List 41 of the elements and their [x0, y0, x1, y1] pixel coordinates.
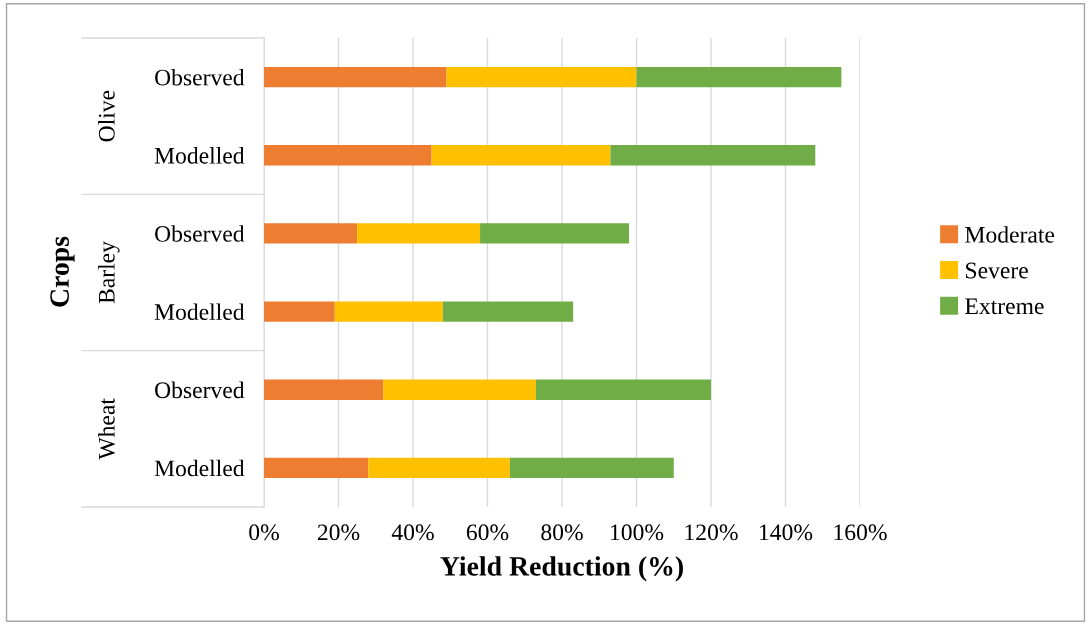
legend-label: Severe — [966, 262, 1028, 279]
y-tick-label: Modelled — [154, 459, 245, 477]
x-tick-label: 140% — [760, 524, 813, 541]
bar — [636, 66, 842, 88]
legend-label: Moderate — [965, 226, 1055, 243]
bar — [431, 145, 611, 166]
x-tick-label: 40% — [391, 524, 434, 541]
x-axis-title: Yield Reduction (%) — [440, 556, 683, 582]
x-tick-label: 120% — [685, 524, 738, 541]
bar — [357, 223, 481, 244]
legend-label: Extreme — [965, 298, 1044, 315]
y-axis-title: Crops — [50, 236, 75, 307]
text: Olive — [98, 90, 115, 142]
bar — [535, 379, 711, 400]
bar — [480, 223, 630, 244]
bar — [383, 379, 536, 400]
bar — [334, 301, 443, 322]
y-tick-label: Observed — [155, 381, 245, 399]
bar — [264, 379, 384, 400]
bar — [442, 301, 574, 322]
bar — [610, 145, 816, 166]
bar — [264, 457, 369, 479]
y-tick-label: Observed — [155, 68, 245, 86]
bar — [264, 66, 447, 88]
y-tick-label: Modelled — [154, 147, 245, 164]
x-tick-label: 0% — [249, 524, 279, 541]
x-tick-label: 80% — [541, 524, 583, 541]
bar — [264, 301, 335, 322]
x-tick-label: 60% — [466, 524, 509, 541]
bar — [446, 66, 637, 88]
text: Barley — [98, 241, 120, 304]
y-tick-label: Modelled — [154, 303, 245, 321]
bar — [264, 145, 432, 166]
bar — [264, 223, 358, 244]
x-tick-label: 20% — [317, 524, 360, 541]
bar — [368, 457, 510, 479]
x-tick-label: 100% — [611, 524, 664, 541]
y-tick-label: Observed — [155, 225, 245, 242]
x-tick-label: 160% — [834, 524, 887, 541]
bar — [509, 457, 674, 479]
text: Wheat — [98, 398, 115, 460]
